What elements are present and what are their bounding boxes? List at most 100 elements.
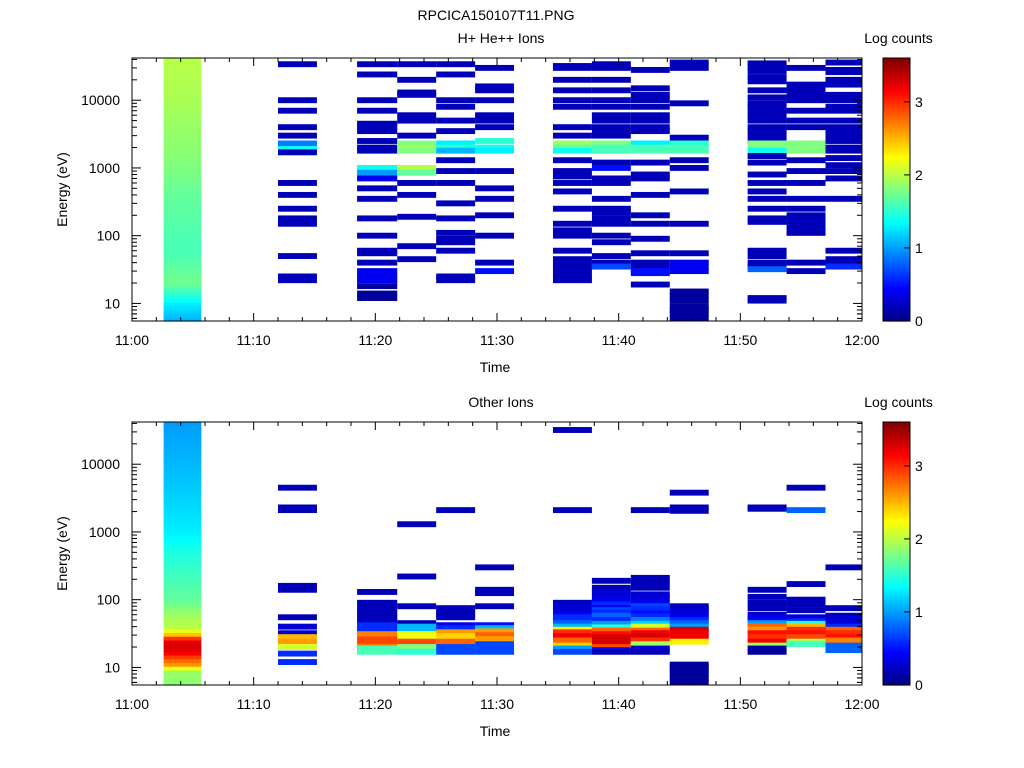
heatmap-cell: [825, 128, 862, 135]
heatmap-cell: [436, 638, 476, 645]
heatmap-cell: [591, 638, 631, 645]
heatmap-cell: [278, 614, 317, 621]
colorbar-segment: [883, 171, 910, 175]
heatmap-cell: [163, 69, 202, 74]
heatmap-cell: [669, 147, 709, 154]
heatmap-cell: [163, 489, 202, 494]
colorbar-segment: [883, 522, 910, 526]
heatmap-cell: [669, 638, 709, 645]
heatmap-cell: [436, 648, 476, 655]
colorbar-segment: [883, 617, 910, 620]
heatmap-cell: [630, 128, 670, 135]
heatmap-cells: [163, 58, 862, 322]
colorbar-segment: [883, 527, 910, 530]
heatmap-cell: [552, 220, 592, 227]
heatmap-cell: [163, 669, 202, 675]
colorbar-segment: [883, 228, 910, 232]
heatmap-cell: [747, 205, 787, 212]
heatmap-cell: [591, 144, 631, 151]
heatmap-cell: [357, 71, 398, 78]
heatmap-cell: [357, 599, 398, 606]
heatmap-cell: [163, 253, 202, 258]
heatmap-cell: [591, 584, 631, 591]
x-axis-label: Time: [480, 723, 511, 739]
heatmap-cell: [163, 84, 202, 89]
heatmap-cell: [630, 112, 670, 119]
heatmap-cell: [163, 58, 202, 63]
heatmap-cell: [747, 100, 787, 107]
heatmap-cell: [747, 112, 787, 119]
colorbar-segment: [883, 93, 910, 96]
heatmap-cell: [747, 648, 787, 655]
colorbar-segment: [883, 498, 910, 502]
x-tick-label: 11:00: [115, 332, 149, 348]
heatmap-cell: [436, 633, 476, 640]
colorbar-segment: [883, 463, 910, 467]
heatmap-cell: [278, 61, 317, 68]
heatmap-cell: [786, 168, 826, 174]
heatmap-cell: [747, 103, 787, 110]
colorbar-segment: [883, 669, 910, 673]
colorbar-segment: [883, 182, 910, 186]
colorbar-segment: [883, 529, 910, 533]
heatmap-cell: [357, 144, 398, 151]
heatmap-cell: [163, 519, 202, 525]
heatmap-cell: [591, 589, 631, 595]
colorbar-segment: [883, 452, 910, 456]
colorbar-segment: [883, 571, 910, 574]
heatmap-cell: [591, 634, 631, 641]
heatmap-cell: [669, 310, 709, 317]
colorbar-segment: [883, 163, 910, 166]
colorbar-tick-label: 2: [915, 167, 923, 183]
heatmap-cell: [357, 259, 398, 266]
heatmap-cell: [669, 259, 709, 266]
heatmap-cell: [357, 124, 398, 131]
heatmap-cell: [825, 97, 862, 104]
heatmap-cell: [747, 605, 787, 612]
heatmap-cell: [786, 598, 826, 605]
heatmap-cell: [669, 674, 709, 681]
heatmap-cell: [669, 59, 709, 66]
heatmap-cell: [436, 168, 476, 174]
heatmap-cell: [669, 144, 709, 151]
colorbar-segment: [883, 601, 910, 605]
colorbar-segment: [883, 454, 910, 458]
heatmap-cell: [397, 620, 437, 627]
heatmap-cell: [163, 106, 202, 112]
heatmap-cell: [163, 534, 202, 540]
colorbar-segment: [883, 573, 910, 577]
heatmap-cell: [357, 605, 398, 612]
colorbar-segment: [883, 476, 910, 480]
colorbar-segment: [883, 191, 910, 195]
heatmap-cell: [825, 247, 862, 254]
colorbar-segment: [883, 174, 910, 177]
heatmap-cell: [630, 159, 670, 166]
colorbar-segment: [883, 246, 910, 250]
heatmap-cell: [552, 273, 592, 280]
colorbar-segment: [883, 450, 910, 454]
heatmap-cell: [825, 138, 862, 144]
heatmap-cell: [163, 230, 202, 236]
heatmap-cell: [357, 618, 398, 625]
colorbar-segment: [883, 239, 910, 243]
heatmap-cell: [630, 574, 670, 581]
heatmap-cell: [747, 117, 787, 124]
heatmap-cell: [436, 239, 476, 246]
heatmap-cell: [475, 112, 515, 119]
heatmap-cell: [591, 593, 631, 600]
heatmap-cell: [436, 200, 476, 207]
heatmap-cell: [436, 629, 476, 636]
colorbar-segment: [883, 496, 910, 500]
heatmap-cell: [163, 114, 202, 119]
heatmap-cell: [475, 212, 515, 219]
heatmap-cell: [630, 610, 670, 617]
heatmap-cell: [630, 613, 670, 620]
colorbar-segment: [883, 62, 910, 66]
heatmap-cell: [163, 159, 202, 164]
heatmap-cell: [591, 61, 631, 68]
heatmap-cell: [669, 165, 709, 171]
heatmap-cell: [163, 527, 202, 532]
heatmap-cell: [591, 132, 631, 139]
colorbar-segment: [883, 632, 910, 636]
heatmap-cell: [630, 250, 670, 257]
